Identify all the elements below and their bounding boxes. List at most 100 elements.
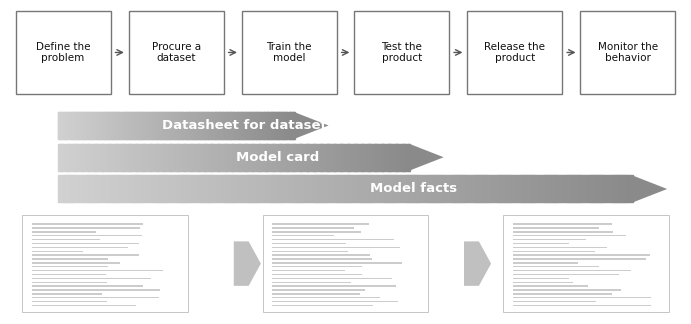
Bar — [153, 112, 154, 139]
Bar — [180, 112, 181, 139]
Bar — [324, 176, 327, 202]
Text: Monitor the
behavior: Monitor the behavior — [598, 42, 658, 63]
Bar — [503, 215, 669, 312]
Bar — [138, 112, 140, 139]
Bar — [141, 144, 142, 171]
Bar — [111, 112, 112, 139]
Bar — [274, 144, 276, 171]
Bar — [79, 112, 80, 139]
Bar — [336, 176, 338, 202]
Bar — [202, 112, 203, 139]
Bar — [32, 227, 140, 229]
Bar — [443, 176, 446, 202]
Bar — [191, 112, 193, 139]
Bar — [192, 176, 194, 202]
Bar — [106, 176, 108, 202]
Bar — [255, 112, 256, 139]
Bar — [100, 176, 102, 202]
Bar — [32, 285, 143, 287]
Bar — [207, 176, 209, 202]
Bar — [161, 112, 162, 139]
Bar — [360, 144, 361, 171]
Bar — [252, 176, 254, 202]
Bar — [200, 144, 201, 171]
Bar — [280, 176, 283, 202]
Bar — [585, 176, 587, 202]
Bar — [580, 11, 675, 94]
Bar — [61, 112, 62, 139]
Bar — [406, 144, 408, 171]
Bar — [439, 176, 442, 202]
Bar — [280, 112, 281, 139]
Bar — [399, 176, 401, 202]
Bar — [212, 144, 214, 171]
Bar — [548, 176, 551, 202]
Bar — [101, 144, 103, 171]
Bar — [441, 176, 444, 202]
Bar — [177, 112, 178, 139]
Bar — [232, 144, 234, 171]
Bar — [362, 144, 364, 171]
Bar — [237, 144, 238, 171]
Bar — [186, 112, 187, 139]
Bar — [272, 293, 359, 295]
Bar — [254, 144, 256, 171]
Bar — [82, 112, 83, 139]
Bar — [142, 112, 143, 139]
Bar — [144, 112, 146, 139]
Bar — [619, 176, 622, 202]
Bar — [299, 176, 302, 202]
Bar — [260, 112, 261, 139]
Bar — [169, 112, 171, 139]
Bar — [287, 144, 289, 171]
Bar — [272, 239, 394, 240]
Bar — [225, 144, 227, 171]
Bar — [326, 144, 328, 171]
Bar — [223, 144, 225, 171]
Bar — [346, 144, 348, 171]
Bar — [249, 144, 250, 171]
Bar — [265, 112, 266, 139]
Bar — [262, 112, 263, 139]
Bar — [153, 144, 154, 171]
Bar — [631, 176, 633, 202]
Bar — [554, 176, 556, 202]
Bar — [214, 112, 216, 139]
Bar — [298, 144, 300, 171]
Bar — [506, 176, 509, 202]
Bar — [259, 144, 261, 171]
Bar — [270, 112, 272, 139]
Bar — [149, 144, 151, 171]
Bar — [243, 112, 244, 139]
Bar — [197, 112, 198, 139]
Text: Train the
model: Train the model — [267, 42, 312, 63]
Bar — [73, 112, 74, 139]
Bar — [250, 112, 252, 139]
Bar — [199, 112, 200, 139]
Bar — [621, 176, 623, 202]
Bar — [70, 144, 73, 171]
Bar — [609, 176, 612, 202]
Bar — [574, 176, 576, 202]
Bar — [239, 112, 240, 139]
Bar — [414, 176, 417, 202]
Bar — [271, 112, 272, 139]
Bar — [84, 112, 86, 139]
Bar — [242, 11, 337, 94]
Bar — [261, 176, 263, 202]
Bar — [276, 112, 277, 139]
Bar — [284, 112, 285, 139]
Bar — [69, 144, 71, 171]
Bar — [240, 112, 241, 139]
Bar — [531, 176, 533, 202]
Bar — [149, 112, 151, 139]
Bar — [119, 112, 120, 139]
Bar — [182, 176, 184, 202]
Bar — [209, 176, 211, 202]
Bar — [522, 176, 524, 202]
Bar — [508, 176, 511, 202]
Bar — [175, 112, 176, 139]
Bar — [359, 176, 361, 202]
Bar — [207, 112, 208, 139]
Polygon shape — [294, 112, 329, 139]
